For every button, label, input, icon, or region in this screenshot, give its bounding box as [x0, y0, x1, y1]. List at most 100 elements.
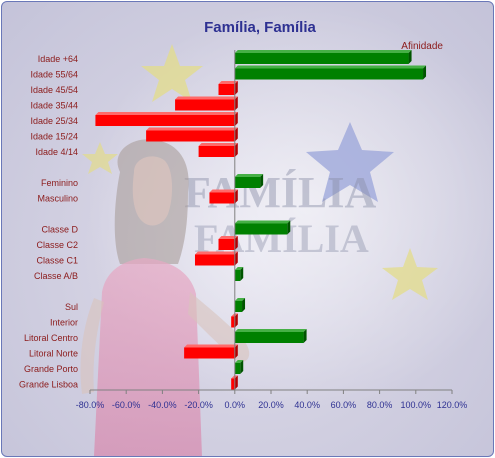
bar-face — [234, 301, 243, 312]
tick-label: 60.0% — [331, 400, 357, 410]
bar-face — [175, 99, 235, 111]
x-axis: -80.0% -60.0% -40.0% -20.0% 0.0% 20.0% 40.0% 60… — [76, 50, 468, 410]
bar-top — [234, 65, 427, 69]
bar — [234, 65, 427, 80]
star-shape — [306, 122, 394, 202]
bar-side — [242, 298, 246, 312]
bar-side — [234, 375, 238, 390]
category-label: Classe A/B — [34, 271, 78, 281]
bar-face — [234, 53, 409, 64]
bar — [194, 251, 238, 266]
star-shape — [82, 142, 118, 174]
bar-side — [303, 329, 307, 343]
bar — [234, 50, 412, 64]
bar-face — [234, 223, 288, 235]
bar-top — [95, 112, 238, 115]
tick-label: 120.0% — [437, 400, 468, 410]
category-label: Grande Porto — [24, 364, 78, 374]
bar — [198, 143, 238, 157]
bar-face — [95, 115, 235, 126]
bar-face — [184, 347, 235, 359]
tick-label: -40.0% — [148, 400, 177, 410]
bar-top — [194, 251, 238, 255]
category-label: Idade 4/14 — [35, 147, 78, 157]
bar-face — [231, 378, 235, 390]
bar-top — [234, 50, 412, 53]
bar — [146, 127, 238, 142]
bar — [184, 344, 238, 359]
category-label: Grande Lisboa — [19, 380, 78, 390]
category-label: Idade 45/54 — [30, 85, 78, 95]
bar-face — [234, 177, 261, 188]
bar-top — [146, 127, 238, 131]
tick-label: -20.0% — [184, 400, 213, 410]
category-label: Classe D — [41, 225, 78, 235]
legend-label: Afinidade — [401, 41, 443, 52]
category-label: Idade 35/44 — [30, 101, 78, 111]
tick-label: 0.0% — [225, 400, 246, 410]
bar-face — [231, 316, 235, 328]
bar-side — [234, 251, 238, 266]
category-label: Idade 25/34 — [30, 116, 78, 126]
bar-side — [287, 220, 291, 235]
bar-face — [234, 332, 304, 343]
category-label: Litoral Centro — [24, 333, 78, 343]
bar — [234, 298, 246, 312]
tick-label: -60.0% — [112, 400, 141, 410]
bar-side — [234, 81, 238, 95]
bars-group — [95, 50, 427, 390]
bar — [234, 267, 244, 281]
star-shape — [141, 44, 203, 102]
tick-label: 80.0% — [367, 400, 393, 410]
chart-title: Família, Família — [204, 19, 316, 36]
bar — [234, 360, 244, 374]
category-label: Masculino — [37, 194, 78, 204]
category-label: Idade 55/64 — [30, 70, 78, 80]
bar-side — [234, 143, 238, 157]
bar-face — [234, 68, 424, 80]
bar-face — [209, 192, 235, 204]
tick-label: 20.0% — [258, 400, 284, 410]
bar-side — [234, 96, 238, 111]
bar-face — [198, 146, 235, 157]
bar-face — [234, 270, 241, 281]
star-shape — [382, 248, 438, 300]
category-label: Litoral Norte — [29, 349, 78, 359]
bar-face — [234, 363, 241, 374]
bar — [95, 112, 238, 126]
bar-side — [234, 112, 238, 126]
category-label: Feminino — [41, 178, 78, 188]
bar-top — [234, 298, 246, 301]
bar-side — [234, 189, 238, 204]
tick-label: 40.0% — [294, 400, 320, 410]
bar-side — [234, 236, 238, 250]
bar-side — [240, 360, 244, 374]
bar-side — [260, 174, 264, 188]
bar-top — [234, 220, 291, 224]
bar-top — [234, 329, 307, 332]
tick-label: 100.0% — [401, 400, 432, 410]
bar-top — [209, 189, 238, 193]
bar-top — [198, 143, 238, 146]
category-labels: Idade +64 Idade 55/64 Idade 45/54 Idade 35/… — [19, 54, 79, 390]
bar-face — [194, 254, 235, 266]
bar-face — [218, 239, 235, 250]
bar — [175, 96, 238, 111]
bar-top — [218, 236, 238, 239]
bar-top — [175, 96, 238, 100]
bar — [209, 189, 238, 204]
presenter-face — [132, 156, 173, 226]
bar-top — [184, 344, 238, 348]
category-label: Classe C1 — [36, 256, 78, 266]
bar-top — [234, 267, 244, 270]
category-label: Sul — [65, 302, 78, 312]
bar — [218, 81, 238, 95]
bar-side — [234, 344, 238, 359]
category-label: Classe C2 — [36, 240, 78, 250]
bar-side — [234, 127, 238, 142]
tick-label: -80.0% — [76, 400, 105, 410]
presenter-body — [94, 258, 202, 456]
bar — [234, 174, 264, 188]
bar-side — [240, 267, 244, 281]
bar — [218, 236, 238, 250]
